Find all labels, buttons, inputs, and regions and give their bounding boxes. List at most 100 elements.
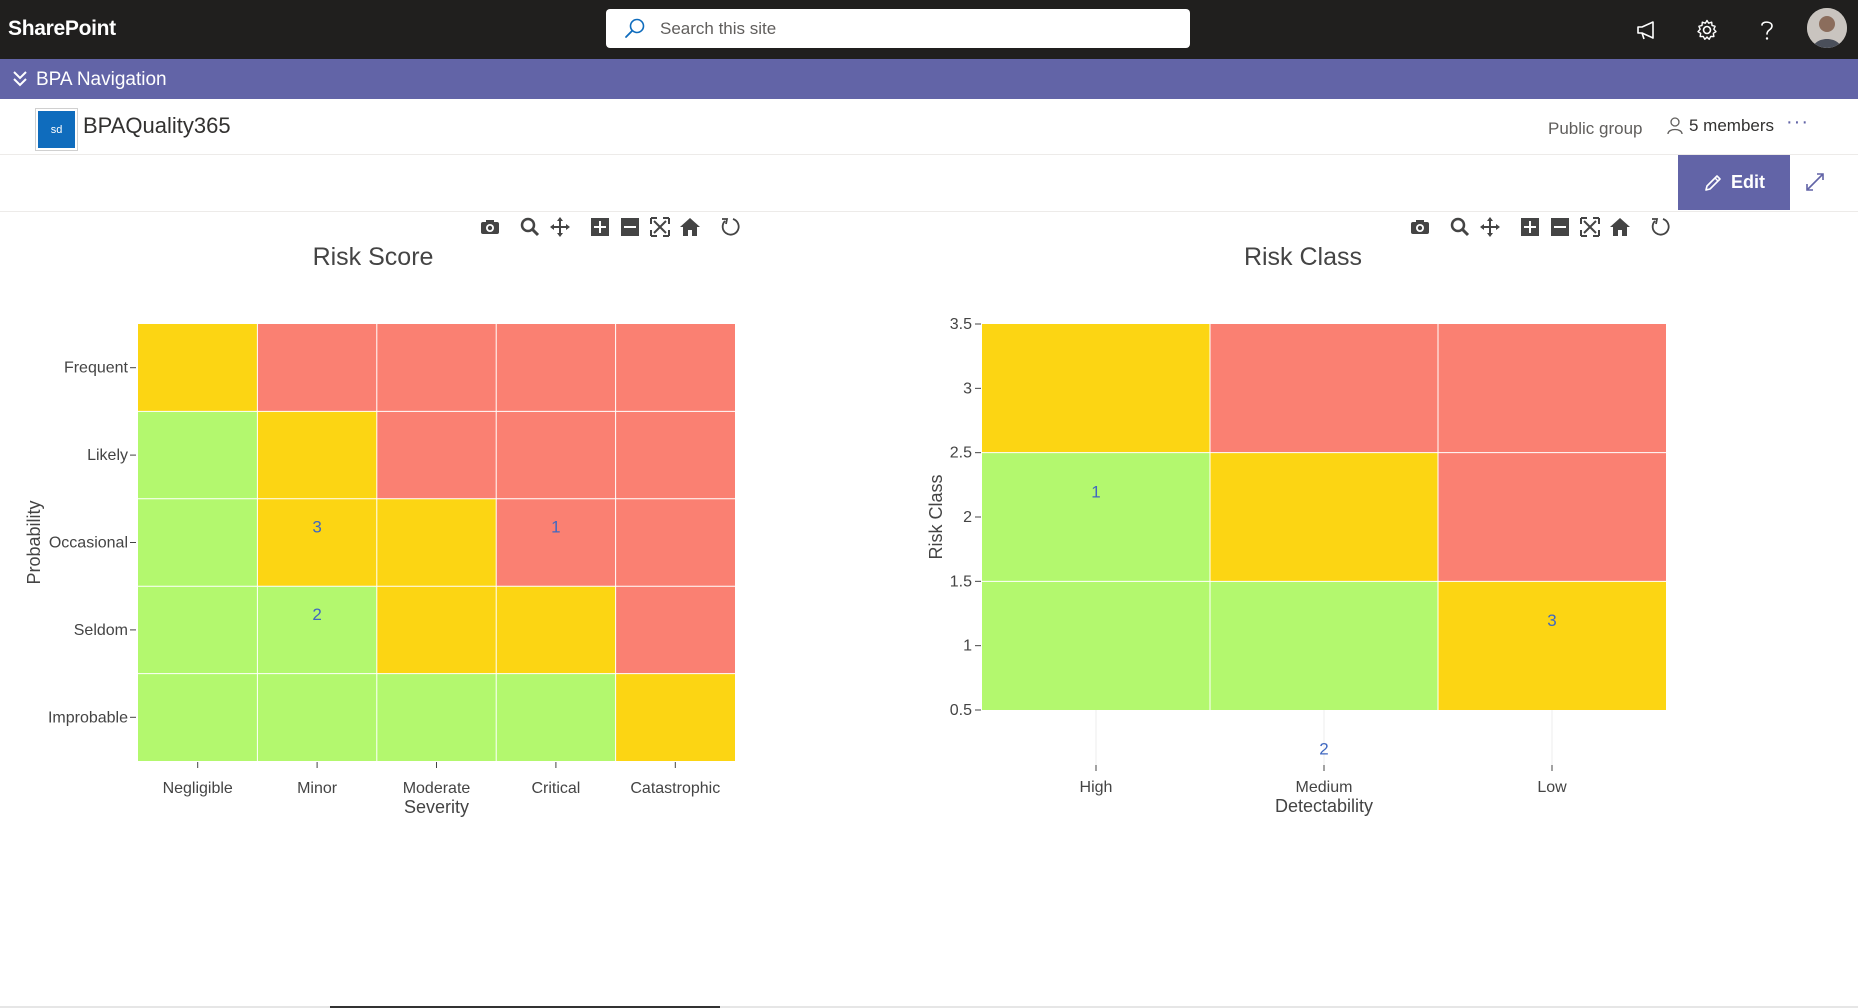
- hub-navigation[interactable]: BPA Navigation: [0, 59, 1858, 99]
- heat-cell-catastrophic-occasional: [615, 498, 735, 587]
- y-tick-label: 3: [963, 380, 972, 397]
- heat-cell-moderate-likely: [376, 411, 497, 499]
- privacy-label: Public group: [1548, 119, 1643, 138]
- heat-cell-catastrophic-seldom: [615, 586, 735, 674]
- suite-bar: SharePoint: [0, 0, 1858, 59]
- zoom-out-icon[interactable]: [618, 216, 642, 238]
- y-tick-label: 3.5: [950, 316, 972, 333]
- heat-cell-moderate-improbable: [376, 673, 497, 761]
- camera-icon[interactable]: [1408, 216, 1432, 238]
- site-logo[interactable]: sd: [36, 109, 77, 150]
- y-tick-label: Seldom: [74, 622, 128, 639]
- cell-annotation: 1: [1091, 482, 1100, 501]
- avatar[interactable]: [1807, 8, 1847, 48]
- pan-icon[interactable]: [548, 216, 572, 238]
- cell-annotation: 3: [312, 518, 321, 537]
- chart-title-risk-score: Risk Score: [312, 243, 434, 271]
- heat-cell-minor-frequent: [257, 324, 377, 412]
- zoom-icon[interactable]: [518, 216, 542, 238]
- reset-axes-icon[interactable]: [678, 216, 702, 238]
- x-axis-title: Severity: [404, 797, 469, 817]
- x-tick-label: Moderate: [403, 780, 471, 797]
- edit-button[interactable]: Edit: [1678, 155, 1790, 210]
- cell-annotation: 2: [1319, 740, 1328, 759]
- reset-icon[interactable]: [1648, 216, 1672, 238]
- cell-annotation: 3: [1547, 611, 1556, 630]
- x-tick-label: Medium: [1296, 779, 1353, 796]
- x-tick-label: Negligible: [163, 780, 233, 797]
- y-tick-label: Frequent: [64, 360, 129, 377]
- zoom-out-icon[interactable]: [1548, 216, 1572, 238]
- heat-cell-minor-seldom: [257, 586, 377, 674]
- hub-nav-label[interactable]: BPA Navigation: [36, 69, 167, 90]
- members-button[interactable]: 5 members: [1667, 116, 1774, 136]
- x-tick-label: Catastrophic: [630, 780, 720, 797]
- camera-icon[interactable]: [478, 216, 502, 238]
- cell-annotation: 2: [312, 605, 321, 624]
- x-tick-label: High: [1080, 779, 1113, 796]
- heat-cell-negligible-likely: [138, 411, 258, 499]
- heat-cell-critical-frequent: [496, 324, 616, 412]
- y-axis-title: Risk Class: [926, 474, 946, 559]
- chart-title-risk-class: Risk Class: [1243, 243, 1363, 271]
- search-input[interactable]: [660, 9, 1160, 48]
- search-box[interactable]: [606, 9, 1190, 48]
- heat-cell-medium-2: [1210, 452, 1438, 582]
- zoom-icon[interactable]: [1448, 216, 1472, 238]
- x-tick-label: Minor: [297, 780, 338, 797]
- zoom-in-icon[interactable]: [588, 216, 612, 238]
- expand-icon[interactable]: [1804, 171, 1826, 193]
- x-tick-label: Low: [1537, 779, 1567, 796]
- gear-icon[interactable]: [1690, 13, 1724, 47]
- reset-axes-icon[interactable]: [1608, 216, 1632, 238]
- heat-cell-high-1: [982, 581, 1210, 710]
- heat-cell-moderate-seldom: [376, 586, 497, 674]
- heat-cell-critical-occasional: [496, 498, 616, 587]
- risk-score-heatmap[interactable]: Negligible Minor Moderate Critical Catastrop…: [0, 290, 760, 830]
- heat-cell-critical-seldom: [496, 586, 616, 674]
- zoom-in-icon[interactable]: [1518, 216, 1542, 238]
- double-chevron-down-icon: [13, 71, 27, 87]
- bottom-scroll-indicator: [0, 1006, 1858, 1008]
- heat-cell-negligible-improbable: [138, 673, 258, 761]
- y-tick-label: 2.5: [950, 445, 972, 462]
- help-icon[interactable]: [1750, 13, 1784, 47]
- heat-cell-critical-likely: [496, 411, 616, 499]
- site-title[interactable]: BPAQuality365: [83, 113, 231, 138]
- risk-class-heatmap[interactable]: High Medium Low 0.5 1 1.5 2 2.5 3 3.5 Detectabilit…: [920, 290, 1680, 830]
- search-icon: [625, 18, 645, 38]
- site-header: sd BPAQuality365 Public group 5 members …: [0, 99, 1858, 155]
- heat-cell-medium-3: [1210, 324, 1438, 453]
- y-tick-label: Occasional: [49, 535, 128, 552]
- pan-icon[interactable]: [1478, 216, 1502, 238]
- edit-label: Edit: [1731, 172, 1765, 192]
- app-brand[interactable]: SharePoint: [8, 17, 116, 40]
- x-axis-title: Detectability: [1275, 796, 1373, 816]
- heat-cell-high-2: [982, 452, 1210, 582]
- heat-cell-negligible-frequent: [138, 324, 258, 412]
- y-tick-label: 1: [963, 638, 972, 655]
- autoscale-icon[interactable]: [1578, 216, 1602, 238]
- megaphone-icon[interactable]: [1630, 13, 1664, 47]
- y-tick-label: 1.5: [950, 573, 972, 590]
- autoscale-icon[interactable]: [648, 216, 672, 238]
- heat-cell-low-1: [1438, 581, 1666, 710]
- heat-cell-catastrophic-improbable: [615, 673, 735, 761]
- heat-cell-low-3: [1438, 324, 1666, 453]
- heat-cell-negligible-seldom: [138, 586, 258, 674]
- x-tick-label: Critical: [531, 780, 580, 797]
- y-tick-label: Likely: [87, 447, 128, 464]
- reset-icon[interactable]: [718, 216, 742, 238]
- y-tick-label: 2: [963, 509, 972, 526]
- heat-cell-medium-1: [1210, 581, 1438, 710]
- heat-cell-minor-occasional: [257, 498, 377, 587]
- heat-cell-moderate-occasional: [376, 498, 497, 587]
- heat-cell-critical-improbable: [496, 673, 616, 761]
- heat-cell-negligible-occasional: [138, 498, 258, 587]
- more-options-button[interactable]: ···: [1786, 111, 1809, 133]
- y-tick-label: Improbable: [48, 709, 128, 726]
- person-icon: [1667, 117, 1683, 135]
- heat-cell-minor-likely: [257, 411, 377, 499]
- heat-cell-moderate-frequent: [376, 324, 497, 412]
- heat-cell-high-3: [982, 324, 1210, 453]
